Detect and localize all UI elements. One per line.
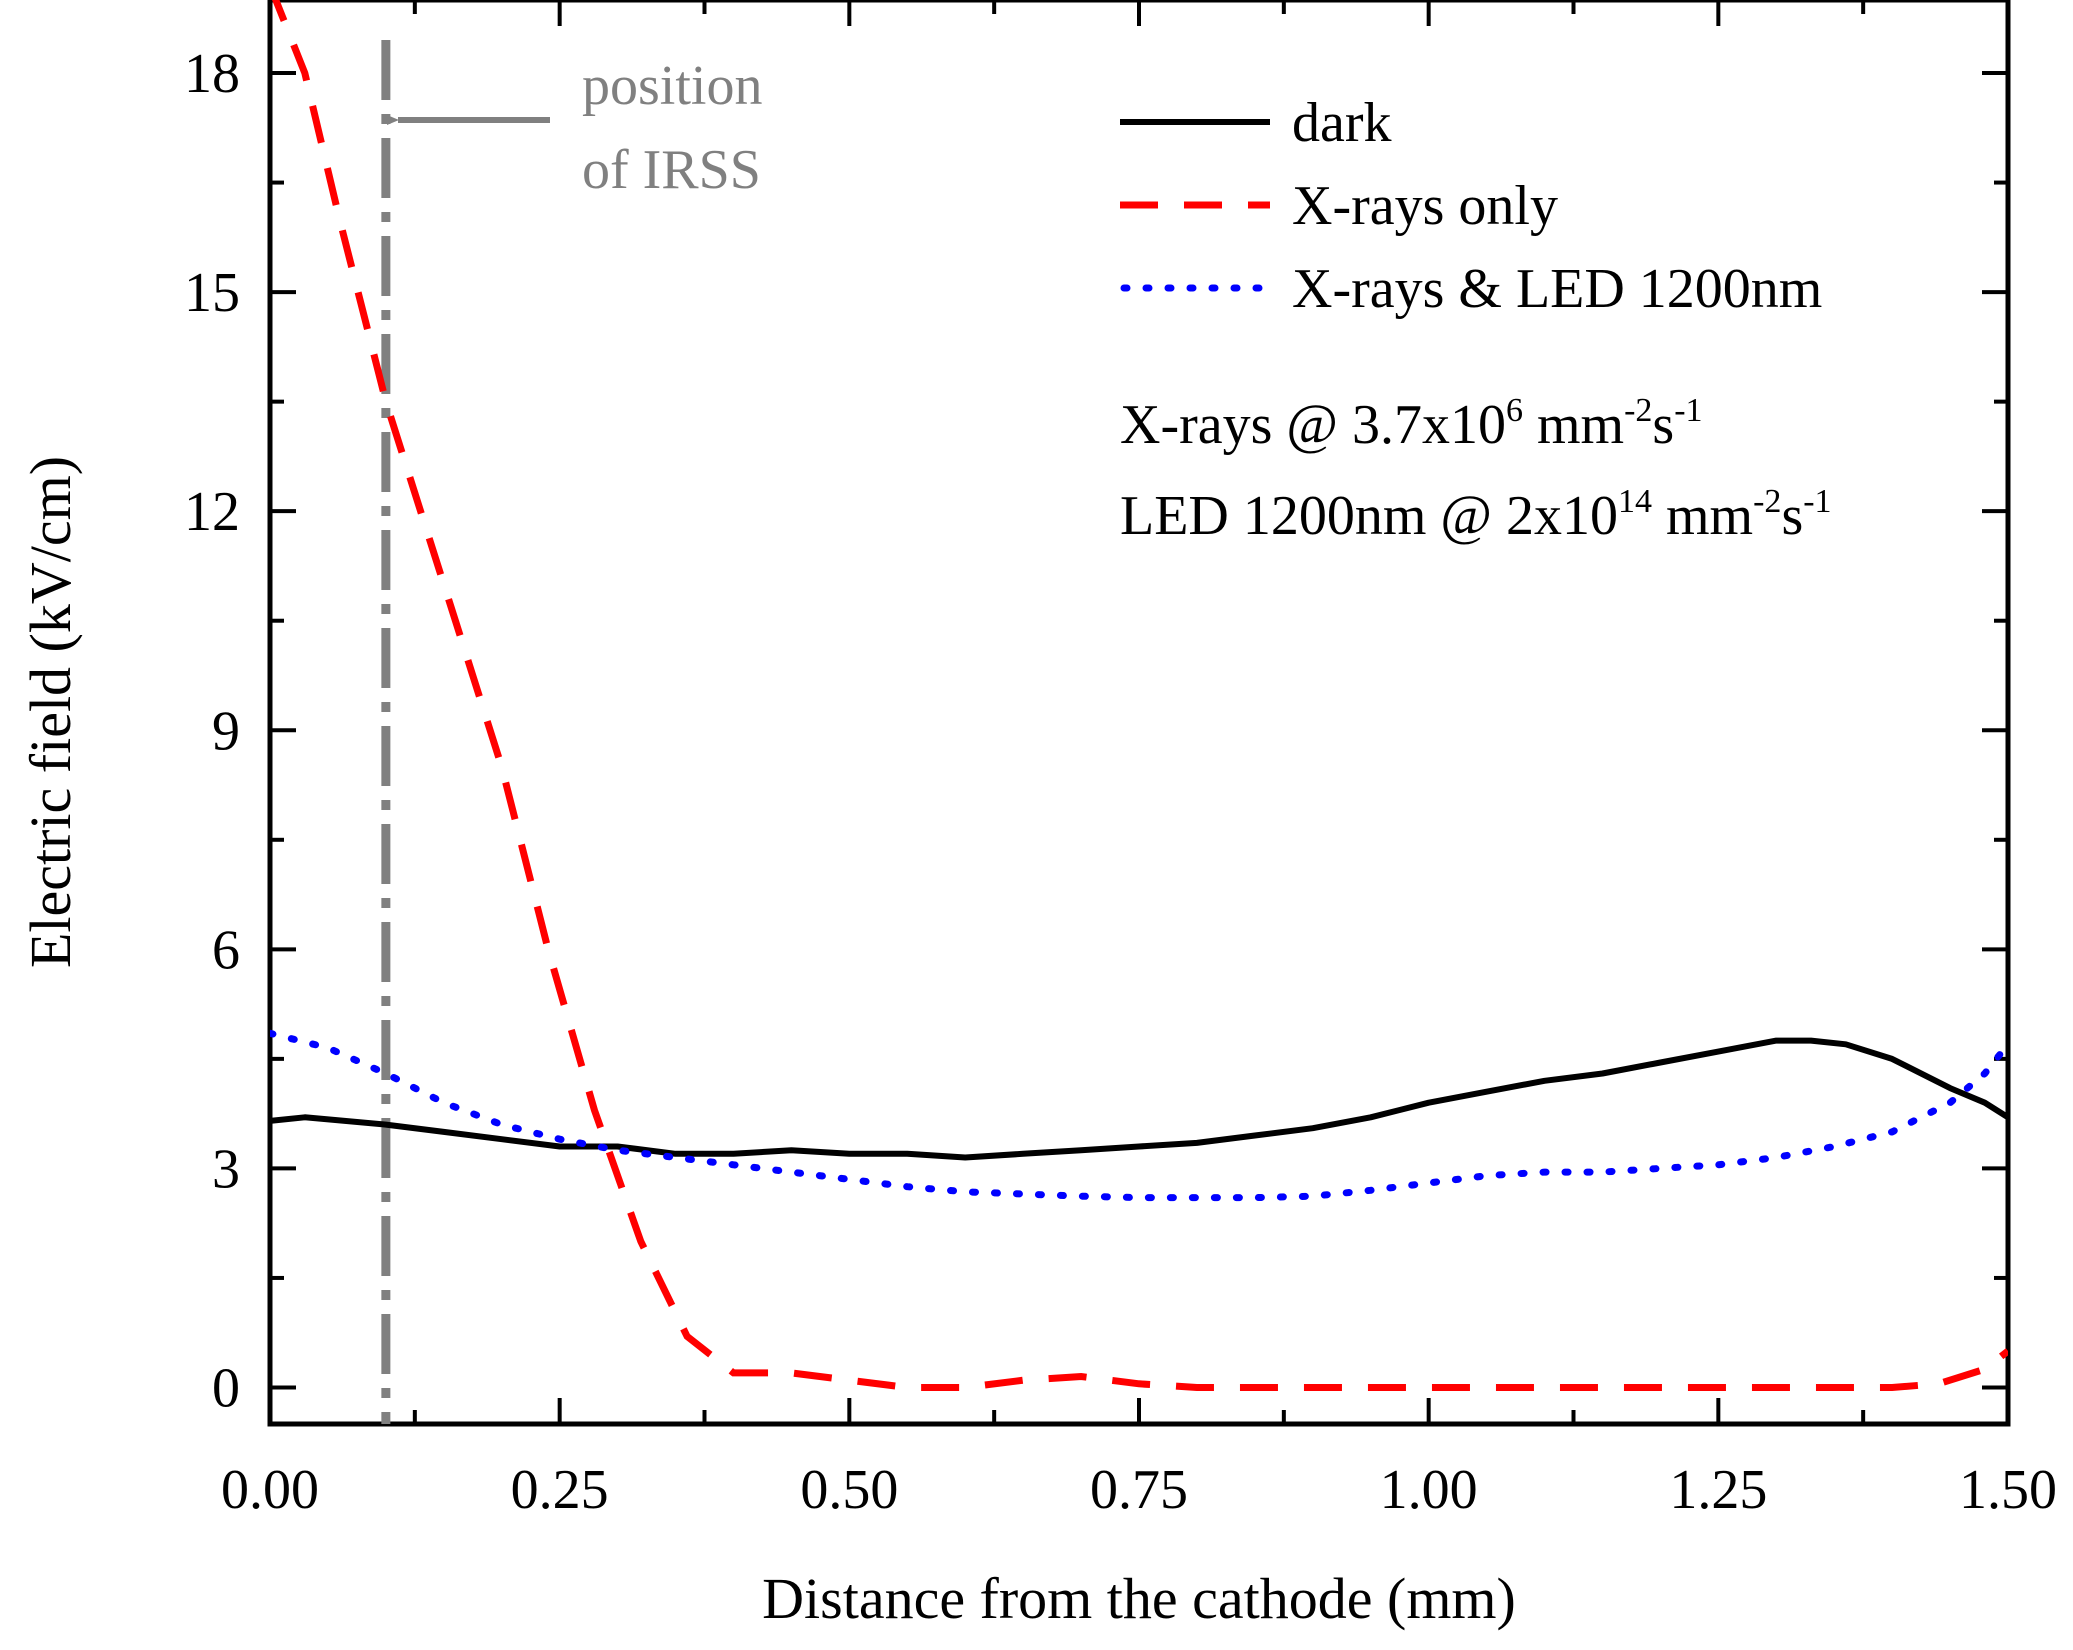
y-tick-label: 3 xyxy=(212,1138,240,1200)
series-line-x-rays-and-led xyxy=(270,1029,2008,1202)
x-tick-label: 0.00 xyxy=(221,1459,319,1521)
led-condition-unit-exp2: -1 xyxy=(1803,483,1831,520)
xray-condition-unit-exp2: -1 xyxy=(1674,392,1702,429)
x-tick-labels: 0.00 0.25 0.50 0.75 1.00 1.25 1.50 xyxy=(221,1459,2057,1521)
x-tick-label: 0.50 xyxy=(800,1459,898,1521)
x-tick-label: 1.50 xyxy=(1959,1459,2057,1521)
y-tick-label: 9 xyxy=(212,700,240,762)
xray-condition-text: X-rays @ 3.7x106 mm-2s-1 xyxy=(1120,392,1703,456)
xray-condition-unit: mm xyxy=(1523,394,1624,456)
y-tick-label: 6 xyxy=(212,919,240,981)
irss-label-line2: of IRSS xyxy=(582,139,761,201)
led-condition-unit-exp1: -2 xyxy=(1753,483,1781,520)
x-tick-label: 1.25 xyxy=(1669,1459,1767,1521)
y-axis-title: Electric field (kV/cm) xyxy=(18,456,83,968)
xray-condition-exponent: 6 xyxy=(1506,392,1523,429)
legend-label-x-rays-only: X-rays only xyxy=(1292,175,1558,237)
plot-frame xyxy=(267,0,2011,1427)
y-tick-label: 18 xyxy=(184,43,240,105)
y-tick-label: 15 xyxy=(184,262,240,324)
led-condition-prefix: LED 1200nm @ 2x10 xyxy=(1120,485,1618,547)
irss-label-line1: position xyxy=(582,55,762,117)
series-line-x-rays-only xyxy=(272,0,2008,1391)
x-tick-label: 1.00 xyxy=(1380,1459,1478,1521)
xray-condition-prefix: X-rays @ 3.7x10 xyxy=(1120,394,1506,456)
x-tick-label: 0.25 xyxy=(511,1459,609,1521)
y-tick-label: 12 xyxy=(184,481,240,543)
led-condition-text: LED 1200nm @ 2x1014 mm-2s-1 xyxy=(1120,483,1832,547)
series-line-dark xyxy=(270,1037,2008,1161)
legend: dark X-rays only X-rays & LED 1200nm xyxy=(1120,92,1822,320)
y-tick-labels: 0 3 6 9 12 15 18 xyxy=(184,43,240,1419)
legend-label-dark: dark xyxy=(1292,92,1392,154)
led-condition-unit: mm xyxy=(1652,485,1753,547)
y-tick-label: 0 xyxy=(212,1357,240,1419)
led-condition-unit-mid: s xyxy=(1781,485,1803,547)
axis-ticks xyxy=(268,0,2010,1424)
legend-label-x-rays-and-led: X-rays & LED 1200nm xyxy=(1292,258,1822,320)
x-axis-title: Distance from the cathode (mm) xyxy=(762,1566,1516,1631)
x-tick-label: 0.75 xyxy=(1090,1459,1188,1521)
xray-condition-unit-mid: s xyxy=(1652,394,1674,456)
xray-condition-unit-exp1: -2 xyxy=(1624,392,1652,429)
led-condition-exponent: 14 xyxy=(1618,483,1652,520)
